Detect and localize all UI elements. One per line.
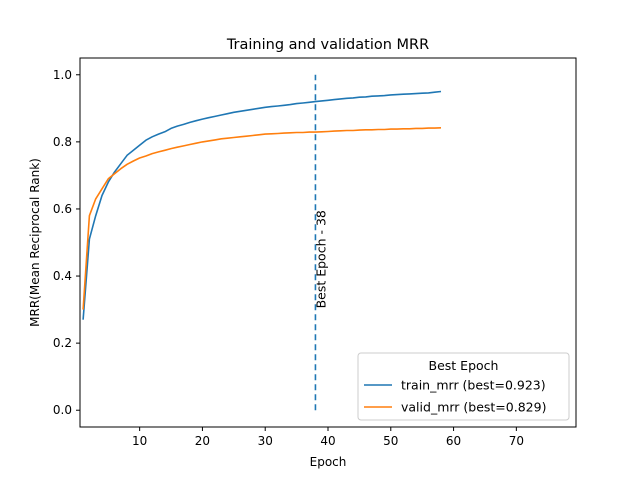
x-tick-label: 20 [195, 434, 210, 448]
series-line-train [82, 90, 442, 320]
legend-box [357, 352, 570, 421]
chart-title: Training and validation MRR [226, 37, 429, 53]
series-line-valid [82, 127, 442, 310]
y-axis-label: MRR(Mean Reciprocal Rank) [28, 158, 42, 327]
best-epoch-label: Best Epoch - 38 [313, 210, 328, 308]
y-tick-label: 0.4 [53, 269, 72, 283]
x-tick-label: 40 [320, 434, 335, 448]
x-tick-label: 10 [132, 434, 147, 448]
y-tick-label: 0.2 [53, 336, 72, 350]
x-tick-label: 50 [383, 434, 398, 448]
legend-entry-label: valid_mrr (best=0.829) [401, 400, 546, 415]
x-axis-label: Epoch [310, 455, 347, 469]
y-tick-label: 0.8 [53, 135, 72, 149]
x-tick-label: 30 [258, 434, 273, 448]
x-tick-label: 70 [509, 434, 524, 448]
legend: Best Epoch train_mrr (best=0.923) valid_m… [357, 352, 570, 421]
y-tick-label: 0.6 [53, 202, 72, 216]
legend-entry-label: train_mrr (best=0.923) [401, 378, 546, 393]
y-tick-label: 0.0 [53, 403, 72, 417]
x-tick-label: 60 [446, 434, 461, 448]
legend-title: Best Epoch [429, 358, 499, 373]
y-tick-label: 1.0 [53, 68, 72, 82]
